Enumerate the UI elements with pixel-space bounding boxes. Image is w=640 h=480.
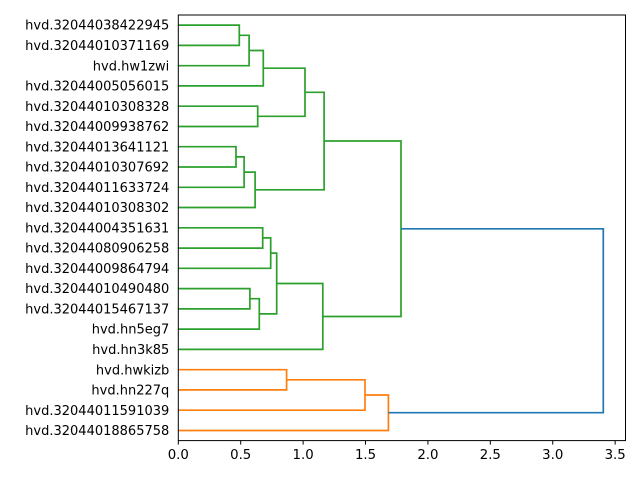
leaf-label: hvd.32044080906258 [25,242,169,257]
x-tick-label: 2.5 [480,448,501,463]
leaf-label: hvd.hw1zwi [93,59,170,74]
leaf-label: hvd.hn3k85 [92,343,169,358]
x-tick-label: 3.5 [605,448,626,463]
x-tick-label: 1.0 [293,448,314,463]
leaf-label: hvd.32044018865758 [25,424,169,439]
axes-frame [177,14,627,442]
x-tick-label: 3.0 [542,448,563,463]
leaf-label: hvd.32044010307692 [25,161,169,176]
leaf-label: hvd.32044013641121 [25,140,169,155]
leaf-label: hvd.32044010371169 [25,39,169,54]
leaf-label: hvd.32044010490480 [25,282,169,297]
leaf-label: hvd.hwkizb [96,363,169,378]
x-tick-label: 0.0 [168,448,189,463]
leaf-label: hvd.32044005056015 [25,80,169,95]
leaf-label: hvd.hn5eg7 [92,323,170,338]
leaf-label: hvd.32044010308302 [25,201,169,216]
leaf-label: hvd.32044004351631 [25,221,169,236]
x-tick-label: 2.0 [417,448,438,463]
x-tick-label: 0.5 [230,448,251,463]
leaf-label: hvd.32044038422945 [25,19,169,34]
leaf-label: hvd.32044011633724 [25,181,169,196]
leaf-label: hvd.32044011591039 [25,404,169,419]
x-tick-label: 1.5 [355,448,376,463]
dendrogram-link-M20 [388,227,605,414]
leaf-label: hvd.hn227q [91,384,169,399]
leaf-label: hvd.32044010308328 [25,100,169,115]
leaf-label: hvd.32044009938762 [25,120,169,135]
leaf-label: hvd.32044009864794 [25,262,169,277]
leaf-label: hvd.32044015467137 [25,302,169,317]
